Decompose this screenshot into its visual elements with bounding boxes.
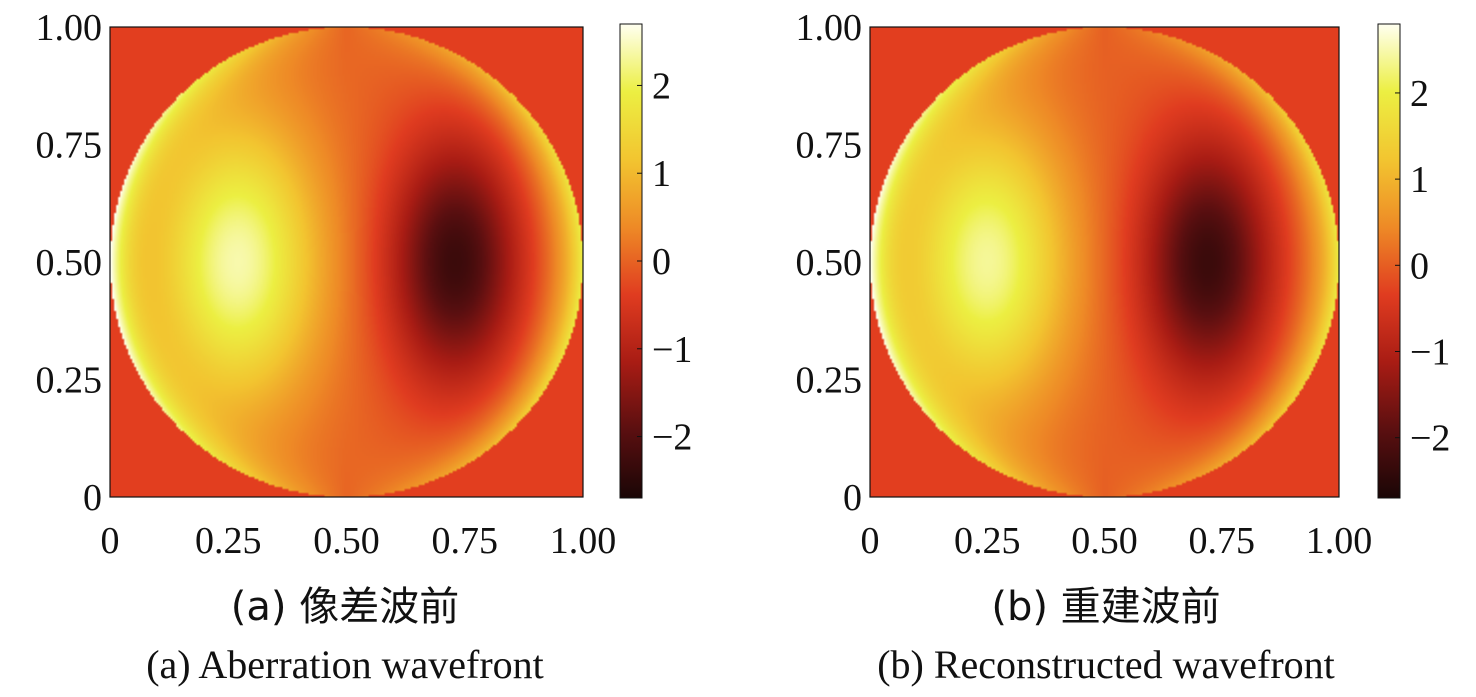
panel-reconstructed-wavefront: 0 0.25 0.50 0.75 1.00 0 0.25 0.50 0.75 1.00 −2 −1 0 1… [758, 0, 1476, 697]
colorbar-tick-label: −1 [652, 329, 692, 371]
y-tick-label: 1.00 [36, 7, 103, 49]
x-tick-label: 0 [101, 520, 120, 562]
colorbar-tick-label: −1 [1410, 331, 1450, 373]
colorbar-tick-label: 1 [652, 153, 671, 195]
x-tick-label: 0.75 [432, 520, 499, 562]
y-tick-label: 0.75 [796, 125, 863, 167]
plot-frame [109, 26, 584, 498]
reconstructed-wavefront-chart: 0 0.25 0.50 0.75 1.00 0 0.25 0.50 0.75 1.00 −2 −1 0 1… [796, 7, 1451, 562]
y-tick-label: 0.25 [796, 360, 863, 402]
x-tick-label: 0.75 [1189, 520, 1256, 562]
x-tick-label: 0.50 [1071, 520, 1138, 562]
colorbar-tick-label: 2 [652, 65, 671, 107]
y-tick-label: 0.50 [36, 242, 103, 284]
heatmap-image [110, 27, 583, 497]
y-tick-label: 0.50 [796, 242, 863, 284]
caption-en: (a) Aberration wavefront [146, 642, 544, 687]
colorbar-tick-label: 2 [1410, 73, 1429, 115]
x-tick-label: 1.00 [1306, 520, 1373, 562]
x-tick-label: 0.50 [313, 520, 380, 562]
y-tick-label: 0.25 [36, 360, 103, 402]
colorbar-tick-label: −2 [652, 417, 692, 459]
x-tick-label: 0.25 [954, 520, 1021, 562]
y-tick-label: 0 [83, 477, 102, 519]
x-tick-label: 0 [861, 520, 880, 562]
caption-en: (b) Reconstructed wavefront [877, 642, 1335, 687]
panel-aberration-wavefront: 0 0.25 0.50 0.75 1.00 0 0.25 0.50 0.75 1.00 −2 −1 0 1… [36, 7, 693, 687]
colorbar [1377, 23, 1401, 499]
caption-zh: (a) 像差波前 [230, 584, 460, 630]
y-tick-label: 0 [843, 477, 862, 519]
plot-frame [869, 26, 1340, 498]
x-tick-label: 1.00 [550, 520, 617, 562]
y-tick-label: 1.00 [796, 7, 863, 49]
colorbar-tick-label: 1 [1410, 159, 1429, 201]
aberration-wavefront-chart: 0 0.25 0.50 0.75 1.00 0 0.25 0.50 0.75 1.00 −2 −1 0 1… [36, 7, 693, 562]
y-tick-label: 0.75 [36, 125, 103, 167]
colorbar-tick-label: −2 [1410, 418, 1450, 460]
colorbar-tick-label: 0 [1410, 245, 1429, 287]
colorbar-tick-label: 0 [652, 241, 671, 283]
x-tick-label: 0.25 [195, 520, 262, 562]
heatmap-image [870, 27, 1339, 497]
caption-zh: (b) 重建波前 [991, 584, 1221, 630]
